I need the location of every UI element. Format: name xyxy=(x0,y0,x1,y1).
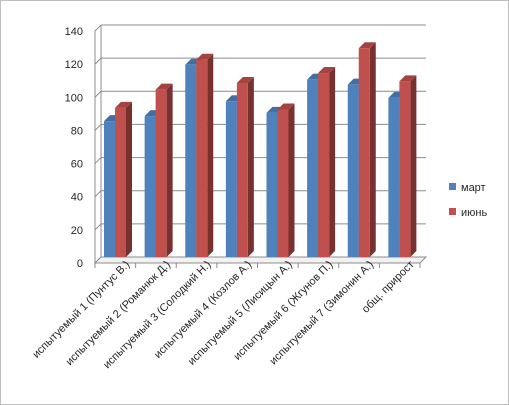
bar-side xyxy=(126,101,132,257)
y-tick-label: 80 xyxy=(71,125,83,137)
bar xyxy=(104,121,115,257)
bar xyxy=(307,79,319,257)
legend-swatch xyxy=(449,208,456,215)
gridline-side xyxy=(94,223,102,231)
bar-side xyxy=(166,83,173,257)
bar-side xyxy=(410,75,417,257)
bar-side xyxy=(288,103,295,257)
bar-top xyxy=(277,103,295,110)
bar xyxy=(144,116,156,258)
y-tick-label: 120 xyxy=(65,59,83,71)
bar xyxy=(399,81,411,257)
gridline-side xyxy=(94,24,102,32)
y-tick-label: 60 xyxy=(71,159,83,171)
bar-top xyxy=(196,53,214,60)
bar xyxy=(236,83,248,257)
bar xyxy=(277,109,289,257)
bar xyxy=(318,73,330,257)
bar-side xyxy=(207,53,214,257)
gridline-side xyxy=(94,57,102,65)
bar-side xyxy=(369,42,376,258)
legend-swatch xyxy=(449,183,456,190)
bar xyxy=(358,48,370,258)
bar-top xyxy=(155,83,173,90)
bar xyxy=(266,112,278,257)
legend-label: март xyxy=(461,182,486,194)
bar-top xyxy=(399,75,417,82)
y-tick-label: 140 xyxy=(65,26,83,38)
bar xyxy=(388,97,400,258)
bar-top xyxy=(318,67,336,74)
legend-label: июнь xyxy=(461,207,487,219)
gridline-side xyxy=(94,90,102,98)
y-tick-label: 40 xyxy=(71,192,83,204)
gridline-side xyxy=(94,124,102,131)
y-tick-label: 0 xyxy=(77,258,83,270)
bar xyxy=(115,107,126,257)
chart-floor xyxy=(93,256,428,264)
bar-top xyxy=(115,101,132,108)
bar-top xyxy=(358,42,376,49)
bar xyxy=(155,89,167,257)
bar-side xyxy=(247,77,254,257)
gridline-side xyxy=(94,190,102,198)
gridline-side xyxy=(94,157,102,164)
bar-side xyxy=(329,67,336,257)
y-tick-label: 100 xyxy=(65,92,83,104)
bar xyxy=(185,64,197,258)
bar-top xyxy=(236,77,254,83)
bar xyxy=(347,84,359,258)
y-tick-label: 20 xyxy=(71,225,83,237)
bar xyxy=(225,101,237,257)
bar xyxy=(196,59,208,257)
